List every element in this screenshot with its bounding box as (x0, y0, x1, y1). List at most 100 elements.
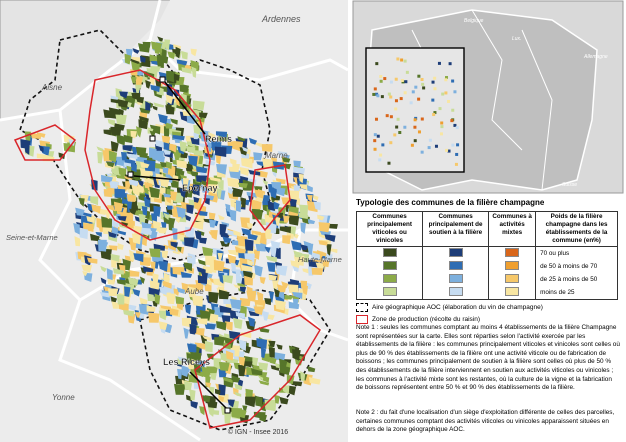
commune (299, 204, 309, 217)
commune (162, 167, 169, 175)
commune (127, 277, 139, 287)
commune (251, 199, 262, 210)
commune (277, 151, 288, 158)
commune (176, 59, 188, 66)
commune (81, 264, 93, 273)
commune (313, 201, 321, 211)
commune (177, 356, 190, 363)
commune (396, 117, 400, 121)
commune (227, 399, 235, 408)
commune (231, 375, 241, 383)
commune (240, 217, 250, 229)
commune (163, 212, 170, 221)
commune (394, 77, 398, 81)
commune (173, 73, 180, 82)
commune (131, 233, 142, 245)
commune (411, 90, 415, 94)
city-marker (159, 76, 166, 83)
swatch-cell (488, 273, 536, 286)
country-label: Suisse (562, 182, 577, 188)
commune (165, 309, 173, 317)
commune (143, 159, 156, 172)
commune (272, 278, 279, 290)
swatch (448, 261, 463, 270)
commune (149, 130, 156, 137)
commune (431, 80, 435, 84)
swatch-cell (355, 273, 423, 286)
commune (432, 113, 436, 117)
commune (434, 144, 438, 148)
commune (238, 339, 247, 351)
commune (225, 350, 234, 361)
commune (110, 296, 118, 303)
commune (395, 125, 399, 129)
commune (173, 43, 182, 50)
commune (205, 382, 212, 388)
commune (165, 197, 171, 204)
commune (374, 117, 378, 121)
commune (205, 160, 216, 166)
commune (240, 157, 253, 169)
swatch (505, 287, 520, 296)
commune (270, 240, 281, 249)
commune (433, 111, 437, 115)
commune (176, 159, 187, 169)
commune (410, 143, 414, 147)
commune (431, 98, 435, 102)
commune (227, 254, 237, 266)
swatch (448, 287, 463, 296)
commune (91, 204, 101, 214)
commune (110, 253, 120, 262)
commune (179, 141, 187, 153)
commune (241, 146, 248, 153)
swatch (448, 248, 463, 257)
commune (379, 75, 383, 79)
commune (99, 240, 109, 248)
commune (267, 262, 276, 273)
commune (380, 95, 384, 99)
commune (404, 80, 408, 84)
commune (187, 286, 197, 298)
place-label: Aube (184, 287, 204, 296)
commune (139, 107, 151, 114)
commune (396, 57, 400, 61)
swatch-cell (422, 246, 489, 260)
city-marker (224, 407, 231, 414)
commune (441, 92, 445, 96)
commune (218, 384, 226, 396)
commune (427, 146, 431, 150)
place-label: Les Riceys (163, 357, 210, 367)
commune (300, 222, 307, 234)
commune (107, 288, 119, 296)
commune (288, 215, 300, 226)
commune (251, 356, 259, 368)
commune (242, 405, 248, 413)
column-header: Communes à activités mixtes (488, 211, 537, 247)
commune (135, 146, 147, 157)
aoc-label: Aire géographique AOC (élaboration du vi… (372, 304, 543, 311)
commune (75, 207, 85, 216)
commune (281, 157, 291, 163)
commune (238, 356, 246, 366)
commune (257, 374, 264, 381)
commune (131, 57, 141, 63)
legend-title: Typologie des communes de la filière cha… (356, 198, 545, 207)
commune (139, 276, 145, 284)
commune (139, 55, 146, 63)
commune (170, 191, 178, 202)
commune (373, 139, 377, 143)
commune (141, 222, 152, 229)
commune (101, 174, 113, 183)
commune (179, 188, 187, 198)
commune (128, 178, 139, 186)
commune (189, 389, 196, 401)
commune (383, 77, 387, 81)
commune (259, 277, 266, 285)
commune (175, 46, 181, 59)
country-label: Belgique (464, 18, 484, 24)
commune (153, 162, 166, 170)
swatch (505, 274, 520, 283)
swatch (448, 274, 463, 283)
commune (241, 361, 253, 368)
